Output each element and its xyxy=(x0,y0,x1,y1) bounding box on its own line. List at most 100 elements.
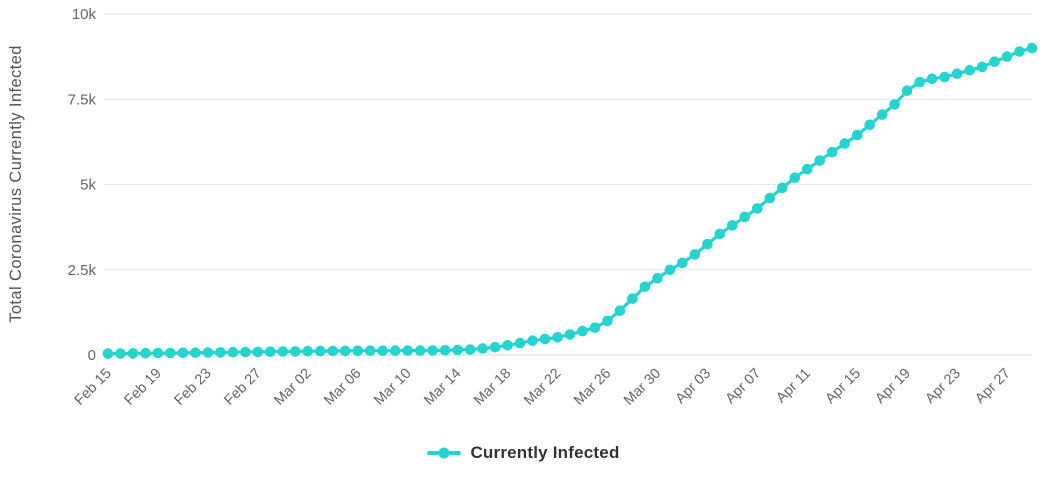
x-axis-tick-label: Mar 14 xyxy=(421,366,464,409)
data-point-marker[interactable] xyxy=(140,347,151,359)
data-point-marker[interactable] xyxy=(639,281,651,293)
data-point-marker[interactable] xyxy=(227,346,239,358)
data-point-marker[interactable] xyxy=(327,345,339,357)
data-point-marker[interactable] xyxy=(539,333,551,345)
legend-marker-icon xyxy=(427,447,462,458)
data-point-marker[interactable] xyxy=(614,305,626,317)
data-point-marker[interactable] xyxy=(527,335,538,347)
x-axis-tick-label: Feb 15 xyxy=(72,366,115,409)
data-point-marker[interactable] xyxy=(1014,46,1025,57)
data-point-marker[interactable] xyxy=(215,347,226,358)
data-point-marker[interactable] xyxy=(814,155,825,166)
data-point-marker[interactable] xyxy=(889,99,900,110)
x-axis-tick-label: Apr 11 xyxy=(773,366,814,407)
data-point-marker[interactable] xyxy=(240,346,251,358)
data-point-marker[interactable] xyxy=(739,211,751,223)
data-point-marker[interactable] xyxy=(290,346,301,357)
data-point-marker[interactable] xyxy=(864,119,875,131)
data-point-marker[interactable] xyxy=(589,322,601,334)
data-point-marker[interactable] xyxy=(190,347,201,359)
data-point-marker[interactable] xyxy=(964,65,975,76)
y-axis-title: Total Coronavirus Currently Infected xyxy=(7,45,25,323)
data-point-marker[interactable] xyxy=(402,345,414,356)
data-point-marker[interactable] xyxy=(339,345,351,357)
data-point-marker[interactable] xyxy=(115,348,126,359)
x-axis-tick-label: Mar 10 xyxy=(371,366,414,409)
data-point-marker[interactable] xyxy=(939,71,950,83)
data-point-marker[interactable] xyxy=(727,220,738,231)
data-point-marker[interactable] xyxy=(464,344,476,355)
data-point-marker[interactable] xyxy=(702,238,713,250)
data-point-marker[interactable] xyxy=(677,257,688,269)
data-point-marker[interactable] xyxy=(177,347,189,359)
data-point-marker[interactable] xyxy=(951,68,963,79)
data-point-marker[interactable] xyxy=(277,346,289,357)
data-point-marker[interactable] xyxy=(789,172,801,183)
data-point-marker[interactable] xyxy=(414,345,426,356)
data-point-marker[interactable] xyxy=(564,329,576,340)
data-point-marker[interactable] xyxy=(489,341,501,353)
data-point-marker[interactable] xyxy=(502,340,513,351)
legend: Currently Infected xyxy=(0,432,1047,485)
y-axis-tick-label: 10k xyxy=(72,6,97,23)
x-axis-tick-label: Mar 18 xyxy=(471,366,514,409)
x-axis-tick-label: Mar 06 xyxy=(321,366,364,409)
data-point-marker[interactable] xyxy=(652,273,663,284)
data-point-marker[interactable] xyxy=(352,345,364,357)
data-point-marker[interactable] xyxy=(377,345,389,357)
data-point-marker[interactable] xyxy=(876,109,888,120)
x-axis-tick-label: Apr 19 xyxy=(872,366,914,408)
data-point-marker[interactable] xyxy=(801,163,813,175)
data-point-marker[interactable] xyxy=(627,293,638,305)
data-point-marker[interactable] xyxy=(102,348,114,359)
legend-dot xyxy=(438,447,450,458)
y-axis-tick-label: 7.5k xyxy=(68,91,97,108)
x-axis-tick-label: Feb 19 xyxy=(122,366,165,409)
data-point-marker[interactable] xyxy=(389,345,401,357)
y-axis-tick-label: 5k xyxy=(80,177,96,194)
x-axis-tick-label: Feb 27 xyxy=(221,366,264,409)
data-point-marker[interactable] xyxy=(1026,42,1038,54)
data-point-marker[interactable] xyxy=(777,182,788,194)
data-point-marker[interactable] xyxy=(439,345,451,356)
legend-item-currently-infected[interactable]: Currently Infected xyxy=(427,443,619,463)
data-point-marker[interactable] xyxy=(315,345,326,357)
series-line-currently-infected xyxy=(106,46,1034,356)
x-axis-tick-label: Feb 23 xyxy=(171,366,214,409)
data-point-marker[interactable] xyxy=(165,347,176,359)
data-point-marker[interactable] xyxy=(202,347,214,358)
data-point-marker[interactable] xyxy=(252,346,264,358)
data-point-marker[interactable] xyxy=(976,61,988,73)
data-point-marker[interactable] xyxy=(364,345,376,357)
data-point-marker[interactable] xyxy=(577,325,588,337)
data-point-marker[interactable] xyxy=(452,344,463,356)
data-point-marker[interactable] xyxy=(127,348,139,359)
data-point-marker[interactable] xyxy=(664,264,676,276)
data-point-marker[interactable] xyxy=(302,345,314,357)
data-point-marker[interactable] xyxy=(514,337,526,349)
y-axis-tick-label: 2.5k xyxy=(68,262,97,279)
data-point-marker[interactable] xyxy=(764,192,776,204)
data-point-marker[interactable] xyxy=(477,343,488,354)
data-point-marker[interactable] xyxy=(839,138,850,149)
data-point-marker[interactable] xyxy=(901,85,913,96)
data-point-marker[interactable] xyxy=(851,129,863,141)
data-point-marker[interactable] xyxy=(914,76,925,88)
x-axis-tick-label: Apr 23 xyxy=(922,366,964,408)
data-point-marker[interactable] xyxy=(714,228,726,240)
data-point-marker[interactable] xyxy=(989,56,1000,67)
data-point-marker[interactable] xyxy=(427,345,438,356)
data-point-marker[interactable] xyxy=(1001,51,1013,62)
x-axis-tick-label: Mar 02 xyxy=(271,366,314,409)
x-axis-tick-label: Apr 15 xyxy=(822,366,864,408)
data-point-marker[interactable] xyxy=(602,315,613,327)
data-point-marker[interactable] xyxy=(152,347,164,359)
data-point-marker[interactable] xyxy=(552,332,563,343)
data-point-marker[interactable] xyxy=(826,146,838,158)
data-point-marker[interactable] xyxy=(689,249,701,260)
legend-label: Currently Infected xyxy=(470,442,620,462)
data-point-marker[interactable] xyxy=(926,73,938,85)
data-point-marker[interactable] xyxy=(265,346,276,358)
data-point-marker[interactable] xyxy=(752,203,763,214)
